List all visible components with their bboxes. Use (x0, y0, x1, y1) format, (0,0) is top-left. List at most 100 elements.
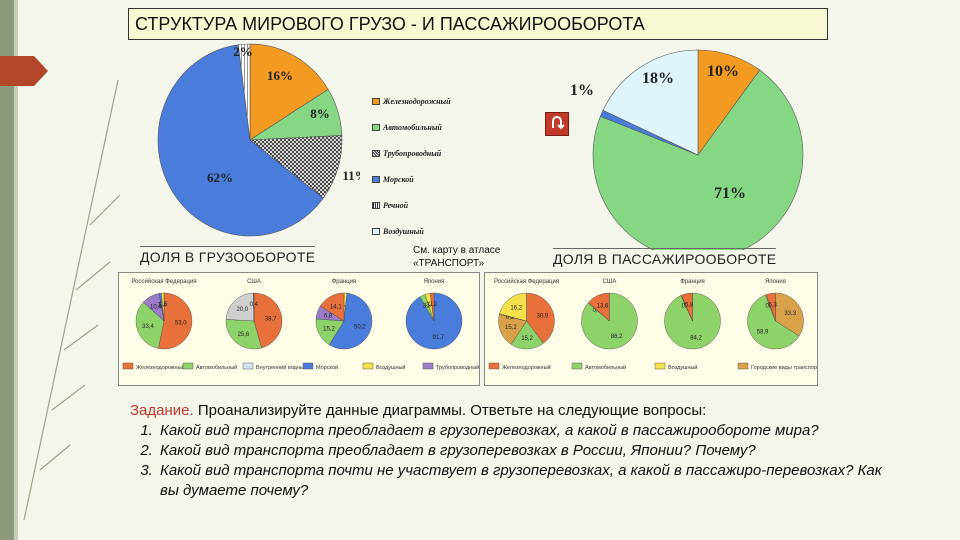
country-legend-label: Воздушный (668, 364, 698, 371)
country-legend-swatch (122, 362, 134, 370)
passenger-countries-panel: Российская Федерация 30,9 15,2 15,2 0,3 16,2 С… (484, 272, 823, 386)
country-legend-swatch (182, 362, 194, 370)
country-chart-slice (320, 292, 345, 322)
country-legend-swatch (302, 362, 314, 370)
country-chart-value: 15,2 (505, 325, 517, 331)
country-chart-value: 33,3 (784, 311, 796, 317)
slide-marker-arrow (34, 56, 48, 86)
country-chart-slice (158, 292, 193, 350)
country-chart-value: 50,2 (354, 324, 366, 330)
country-chart-title: США (247, 279, 261, 285)
country-legend-swatch (242, 362, 254, 370)
legend-swatch-sea (372, 175, 380, 183)
task-label: Задание. (130, 402, 194, 419)
country-chart-value: 86,2 (611, 334, 623, 340)
country-legend-label: Внутренний водный (256, 364, 307, 371)
country-legend-label: Железнодорожный (502, 364, 551, 371)
country-chart-value: 10,4 (150, 304, 162, 310)
slide-sidebar (0, 0, 14, 540)
country-chart-value: 16,2 (510, 306, 522, 312)
legend-swatch-river (372, 201, 380, 209)
task-questions: Какой вид транспорта преобладает в грузо… (130, 421, 890, 501)
freight-slice-label: 16% (267, 68, 293, 83)
freight-slice (249, 135, 343, 199)
country-chart-slice (499, 292, 527, 322)
task-question: Какой вид транспорта почти не участвует … (157, 461, 890, 501)
country-chart-value: 25,6 (238, 332, 250, 338)
freight-slice-label: 2% (233, 44, 253, 59)
country-chart-value: 3,0 (426, 303, 435, 309)
country-chart-value: 3,2 (423, 304, 432, 310)
legend-item-river: Речной (372, 192, 492, 218)
country-chart-value: 14,1 (330, 304, 342, 310)
legend-item-road: Автомобильный (372, 114, 492, 140)
country-chart-title: США (603, 279, 617, 285)
country-chart-value: 0,3 (593, 308, 602, 314)
country-chart-value: 20,0 (236, 307, 248, 313)
legend-label: Трубопроводный (383, 148, 442, 158)
task-intro: Задание. Проанализируйте данные диаграмм… (130, 401, 890, 421)
country-chart-title: Япония (424, 279, 445, 285)
freight-slice (249, 43, 329, 141)
passenger-caption: ДОЛЯ В ПАССАЖИРООБОРОТЕ (553, 248, 777, 267)
legend-swatch-road (372, 123, 380, 131)
country-legend-swatch (571, 362, 583, 370)
undo-button[interactable] (545, 112, 569, 136)
passenger-slice-label: 10% (707, 63, 739, 80)
slide-marker-tab (0, 56, 34, 86)
freight-slice (157, 44, 324, 237)
freight-slice-label: 11% (342, 168, 360, 183)
country-chart-value: 1,5 (159, 302, 168, 308)
legend-label: Морской (383, 174, 414, 184)
freight-slice (238, 43, 251, 141)
undo-icon (552, 116, 565, 130)
passenger-slice (592, 69, 804, 250)
country-chart-slice (429, 292, 435, 322)
country-legend-label: Автомобильный (585, 364, 626, 371)
country-chart-title: Япония (765, 279, 786, 285)
country-chart-value: 0,5 (765, 303, 774, 309)
country-chart-value: 0,3 (506, 315, 515, 321)
country-chart-value: 6,8 (324, 314, 333, 320)
country-chart-value: 1,5 (341, 302, 350, 308)
legend-swatch-rail (372, 97, 380, 105)
legend-item-pipeline: Трубопроводный (372, 140, 492, 166)
country-chart-slice (328, 292, 373, 350)
country-chart-slice (681, 292, 693, 322)
task-question: Какой вид транспорта преобладает в грузо… (157, 421, 890, 441)
country-chart-value: 0,3 (682, 304, 691, 310)
passenger-slice-label: 71% (714, 185, 746, 202)
country-legend-swatch (488, 362, 500, 370)
legend-label: Автомобильный (383, 122, 442, 132)
task-intro-text: Проанализируйте данные диаграммы. Ответь… (193, 402, 707, 419)
task-question: Какой вид транспорта преобладает в грузо… (157, 441, 890, 461)
country-legend-label: Железнодорожный (136, 364, 185, 371)
country-chart-title: Российская Федерация (494, 278, 559, 285)
country-legend-label: Воздушный (376, 364, 406, 371)
country-chart-slice (765, 292, 776, 322)
country-chart-value: 15,2 (521, 336, 533, 342)
country-chart-slice (588, 292, 610, 322)
freight-slice-label: 8% (310, 106, 330, 121)
freight-countries-panel: Российская Федерация 53,0 33,4 10,4 1,3 1,5 СШ… (118, 272, 480, 386)
atlas-note-line2: «ТРАНСПОРТ» (413, 258, 485, 269)
country-chart-slice (252, 292, 255, 322)
country-chart-slice (526, 292, 555, 344)
freight-pie-chart: 16% 8% 11% 62% 2% (157, 43, 360, 237)
passenger-countries-charts: Российская Федерация 30,9 15,2 15,2 0,3 16,2 С… (488, 278, 823, 371)
country-chart-title: Российская Федерация (131, 278, 196, 285)
country-chart-value: 13,6 (597, 304, 609, 310)
country-chart-value: 30,9 (537, 314, 549, 320)
country-chart-slice (253, 292, 283, 349)
freight-caption: ДОЛЯ В ГРУЗООБОРОТЕ (140, 246, 316, 265)
country-chart-title: Франция (332, 279, 357, 285)
country-legend-swatch (362, 362, 374, 370)
country-legend-swatch (422, 362, 434, 370)
country-chart-value: 38,7 (265, 317, 277, 323)
country-chart-value: 33,4 (142, 324, 154, 330)
country-chart-value: 1,3 (158, 302, 167, 308)
country-chart-value: 58,9 (757, 330, 769, 336)
atlas-note-line1: См. карту в атласе (413, 245, 501, 256)
freight-countries-charts: Российская Федерация53,033,410,41,31,5СШ… (122, 278, 479, 371)
country-chart-value: 0,4 (250, 302, 259, 308)
